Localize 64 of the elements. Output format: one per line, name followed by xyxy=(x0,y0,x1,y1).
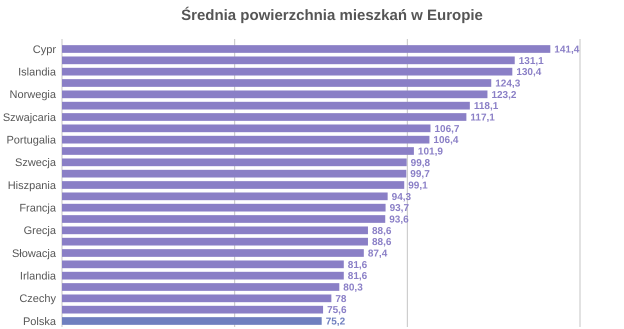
data-label: 101,9 xyxy=(418,146,444,158)
bar xyxy=(62,113,466,121)
bar xyxy=(62,260,344,268)
bar xyxy=(62,294,332,302)
y-tick-label: Grecja xyxy=(24,225,57,238)
bar xyxy=(62,79,492,87)
y-tick-label: Czechy xyxy=(19,293,56,306)
data-label: 75,2 xyxy=(326,316,346,328)
data-label: 117,1 xyxy=(470,112,496,124)
data-label: 106,7 xyxy=(434,124,460,135)
y-tick-label: Słowacja xyxy=(12,248,57,260)
bar xyxy=(62,136,430,144)
data-label: 141,4 xyxy=(554,44,580,56)
data-label: 99,1 xyxy=(408,180,428,192)
bar xyxy=(62,90,488,98)
y-tick-label: Szwajcaria xyxy=(2,112,57,124)
bar xyxy=(62,226,368,234)
data-label: 99,8 xyxy=(410,158,431,169)
bar xyxy=(62,124,430,132)
data-label: 99,7 xyxy=(410,169,430,180)
y-tick-label: Francja xyxy=(19,202,57,215)
y-tick-label: Szwecja xyxy=(15,157,57,170)
y-tick-label: Irlandia xyxy=(20,270,57,283)
bar xyxy=(62,68,512,76)
bar xyxy=(62,170,406,178)
bar xyxy=(62,56,515,64)
data-label: 118,1 xyxy=(474,101,499,112)
data-label: 106,4 xyxy=(433,135,459,146)
y-tick-label: Hiszpania xyxy=(8,180,57,192)
data-label: 88,6 xyxy=(372,237,392,248)
bar xyxy=(62,45,550,53)
y-tick-label: Cypr xyxy=(32,44,56,56)
bar xyxy=(62,192,388,200)
y-tick-label: Polska xyxy=(22,316,57,328)
bar xyxy=(62,272,344,280)
bar xyxy=(62,204,386,212)
bar xyxy=(62,317,322,325)
data-label: 94,3 xyxy=(392,192,412,203)
bar xyxy=(62,249,364,257)
data-label: 78 xyxy=(335,294,347,305)
bar xyxy=(62,283,340,291)
data-label: 93,7 xyxy=(390,203,410,214)
data-label: 123,2 xyxy=(491,90,517,101)
data-label: 81,6 xyxy=(348,271,368,282)
y-tick-label: Portugalia xyxy=(6,134,57,147)
bar xyxy=(62,306,324,314)
y-tick-label: Norwegia xyxy=(10,89,57,102)
data-label: 131,1 xyxy=(518,56,544,67)
data-label: 87,4 xyxy=(368,248,388,260)
bar xyxy=(62,238,368,246)
data-label: 124,3 xyxy=(495,78,521,90)
bar xyxy=(62,158,407,166)
bar xyxy=(62,147,414,155)
data-label: 93,6 xyxy=(389,214,410,226)
y-tick-label: Islandia xyxy=(18,66,57,79)
bar xyxy=(62,102,470,110)
data-label: 80,3 xyxy=(343,282,364,294)
bar xyxy=(62,181,404,189)
chart-title: Średnia powierzchnia mieszkań w Europie xyxy=(181,6,483,24)
data-label: 88,6 xyxy=(372,226,392,237)
bar xyxy=(62,215,386,223)
data-label: 130,4 xyxy=(516,67,542,78)
data-label: 81,6 xyxy=(348,260,368,271)
data-label: 75,6 xyxy=(327,305,347,316)
